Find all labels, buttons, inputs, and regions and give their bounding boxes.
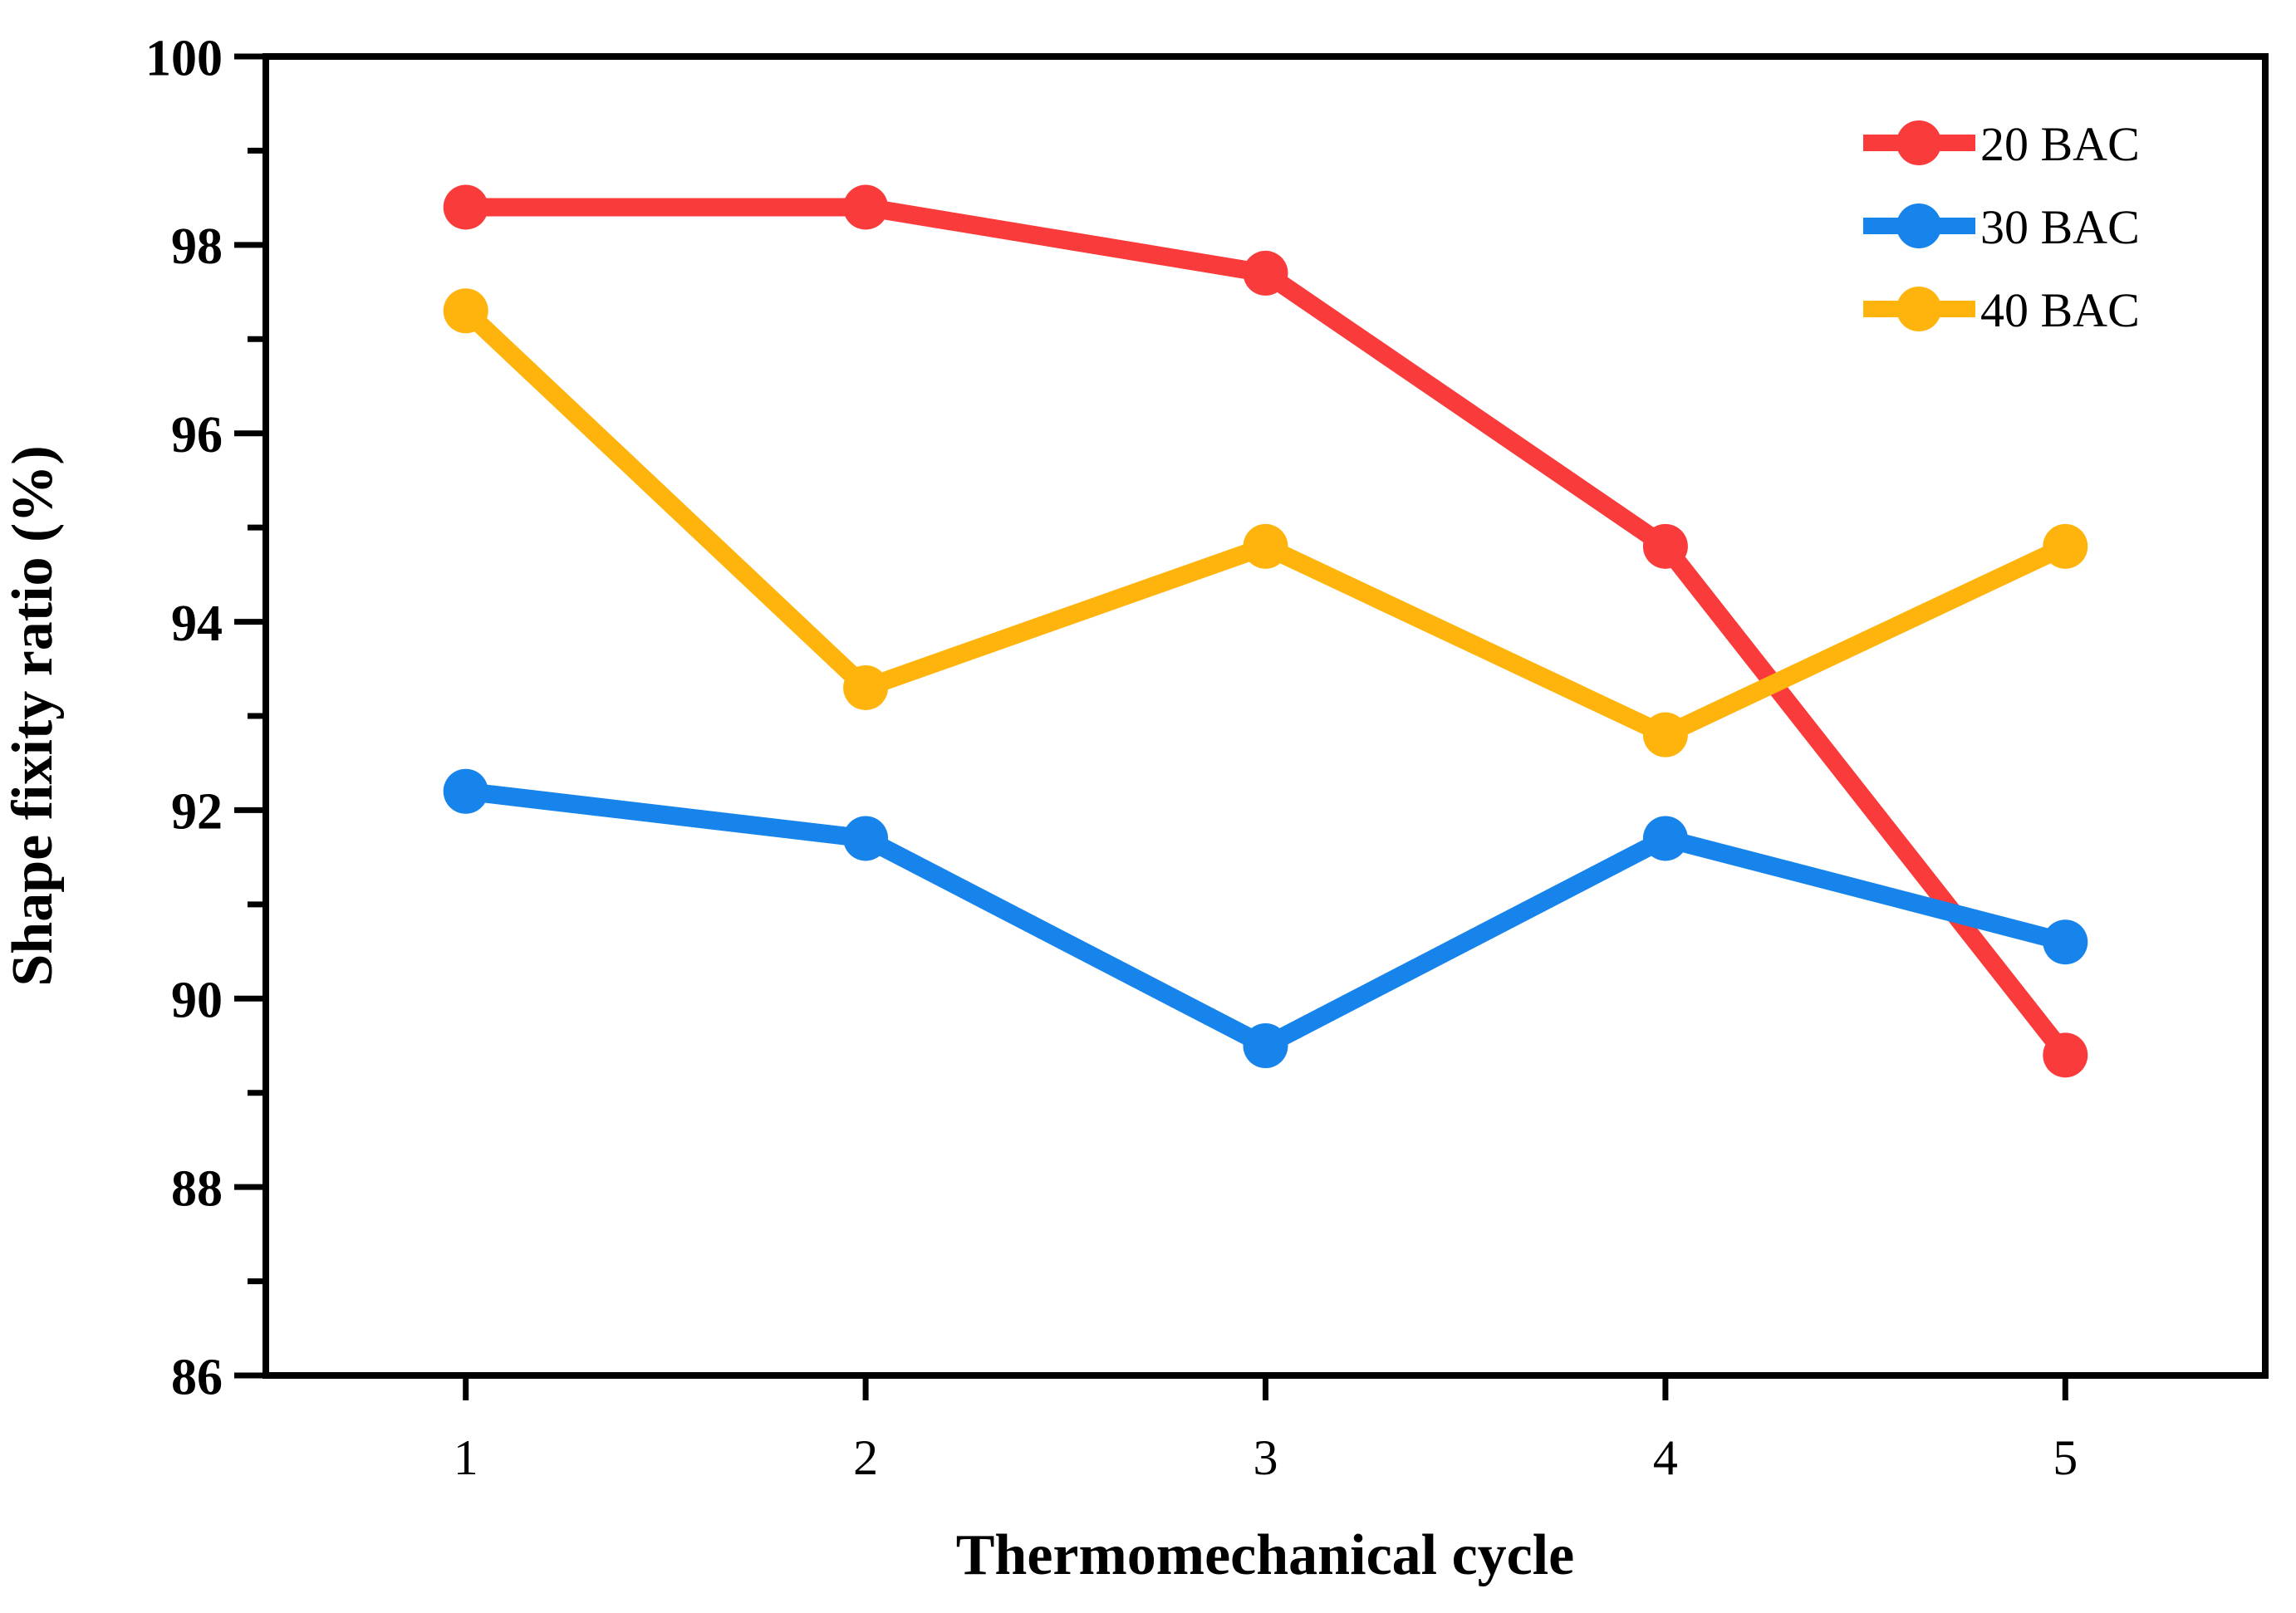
legend-item-30-bac: 30 BAC bbox=[1863, 200, 2140, 254]
series-group bbox=[443, 184, 2088, 1078]
series-marker-40-bac bbox=[1243, 523, 1288, 569]
y-tick-label: 90 bbox=[171, 973, 223, 1029]
legend-marker-dot bbox=[1896, 287, 1941, 331]
series-marker-30-bac bbox=[843, 816, 889, 861]
legend-label: 30 BAC bbox=[1980, 200, 2140, 254]
legend-marker-dot bbox=[1896, 203, 1941, 248]
series-marker-30-bac bbox=[2043, 919, 2088, 965]
series-marker-20-bac bbox=[1642, 523, 1688, 569]
legend: 20 BAC 30 BAC 40 BAC bbox=[1863, 117, 2140, 337]
x-axis-title: Thermomechanical cycle bbox=[956, 1523, 1575, 1587]
legend-label: 40 BAC bbox=[1980, 283, 2140, 337]
x-tick-label: 3 bbox=[1253, 1430, 1278, 1485]
series-marker-20-bac bbox=[1243, 250, 1288, 296]
series-marker-30-bac bbox=[1642, 816, 1688, 861]
x-tick-label: 1 bbox=[454, 1430, 478, 1485]
y-tick-label: 100 bbox=[145, 30, 223, 86]
y-tick-label: 96 bbox=[171, 407, 223, 463]
series-marker-40-bac bbox=[2043, 523, 2088, 569]
series-line-20-bac bbox=[456, 198, 2075, 1065]
legend-marker-dot bbox=[1896, 120, 1941, 165]
y-tick-label: 98 bbox=[171, 218, 223, 275]
x-axis-ticks: 1 2 3 4 5 bbox=[454, 1375, 2078, 1485]
series-marker-20-bac bbox=[2043, 1032, 2088, 1078]
series-line-30-bac bbox=[456, 782, 2075, 1055]
x-tick-label: 5 bbox=[2053, 1430, 2078, 1485]
series-line-40-bac bbox=[456, 302, 2075, 744]
x-tick-label: 4 bbox=[1653, 1430, 1678, 1485]
y-axis-ticks: 86 88 90 92 94 96 98 100 bbox=[145, 30, 266, 1405]
series-marker-30-bac bbox=[1243, 1023, 1288, 1068]
series-marker-20-bac bbox=[843, 184, 889, 230]
y-tick-label: 86 bbox=[171, 1349, 223, 1405]
y-tick-label: 94 bbox=[171, 596, 223, 652]
legend-label: 20 BAC bbox=[1980, 117, 2140, 171]
x-tick-label: 2 bbox=[853, 1430, 878, 1485]
y-tick-label: 92 bbox=[171, 784, 223, 841]
y-tick-label: 88 bbox=[171, 1160, 223, 1217]
series-marker-40-bac bbox=[843, 664, 889, 710]
series-marker-40-bac bbox=[443, 288, 488, 334]
y-axis-title: Shape fixity ratio (%) bbox=[1, 445, 65, 986]
legend-item-20-bac: 20 BAC bbox=[1863, 117, 2140, 171]
series-marker-40-bac bbox=[1642, 712, 1688, 757]
series-marker-30-bac bbox=[443, 768, 488, 814]
legend-item-40-bac: 40 BAC bbox=[1863, 283, 2140, 337]
series-marker-20-bac bbox=[443, 184, 488, 230]
